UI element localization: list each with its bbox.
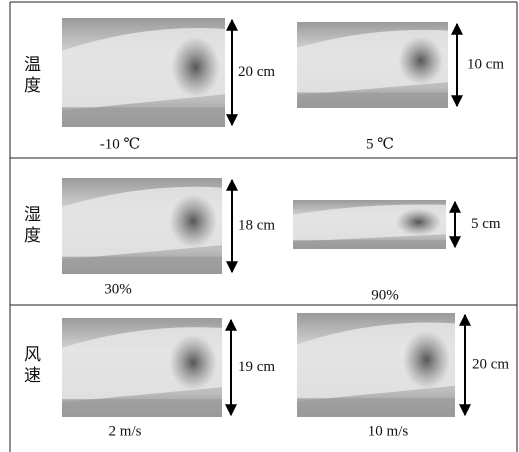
- caption: 10 m/s: [368, 423, 409, 439]
- caption: 90%: [371, 287, 399, 303]
- photo-floor: [297, 92, 448, 108]
- height-label: 19 cm: [238, 359, 275, 375]
- height-label: 18 cm: [238, 217, 275, 233]
- frost-photo: [62, 18, 225, 127]
- photo-floor: [293, 240, 446, 249]
- row-label: 温度: [20, 55, 41, 97]
- height-label: 20 cm: [472, 356, 509, 372]
- height-label: 5 cm: [471, 216, 501, 232]
- caption: 2 m/s: [109, 423, 142, 439]
- row-label: 风速: [20, 345, 41, 387]
- photo-floor: [62, 256, 222, 274]
- height-label: 10 cm: [467, 56, 504, 72]
- height-label: 20 cm: [238, 64, 275, 80]
- photo-floor: [297, 398, 455, 417]
- frost-shadow: [395, 208, 442, 236]
- caption: -10 ℃: [100, 136, 141, 152]
- frost-shadow: [398, 36, 444, 85]
- frost-photo: [62, 318, 222, 417]
- frost-photo: [293, 200, 446, 249]
- frost-shadow: [171, 36, 221, 98]
- frost-photo: [62, 178, 222, 274]
- frost-photo: [297, 313, 455, 417]
- photo-floor: [62, 107, 225, 127]
- photo-floor: [62, 399, 222, 417]
- frost-shadow: [402, 330, 451, 389]
- frost-shadow: [169, 334, 218, 391]
- caption: 30%: [104, 281, 132, 297]
- caption: 5 ℃: [366, 136, 394, 152]
- frost-photo: [297, 22, 448, 108]
- frost-shadow: [169, 194, 218, 249]
- row-label: 湿度: [20, 205, 41, 247]
